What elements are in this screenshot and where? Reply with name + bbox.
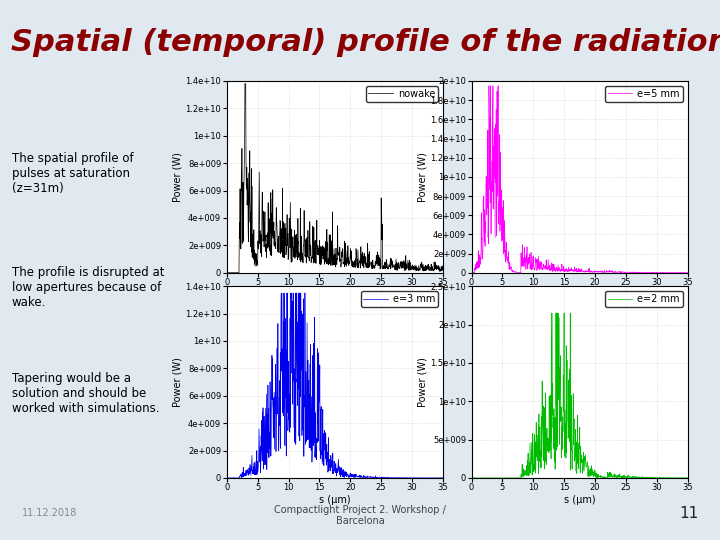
Legend: e=2 mm: e=2 mm xyxy=(606,291,683,307)
X-axis label: s (μm): s (μm) xyxy=(564,290,595,300)
Legend: nowake: nowake xyxy=(366,86,438,102)
Text: Spatial (temporal) profile of the radiation pulse: Spatial (temporal) profile of the radiat… xyxy=(11,28,720,57)
X-axis label: s (μm): s (μm) xyxy=(564,495,595,505)
Text: Compactlight Project 2. Workshop /
Barcelona: Compactlight Project 2. Workshop / Barce… xyxy=(274,505,446,526)
Y-axis label: Power (W): Power (W) xyxy=(173,152,183,202)
Text: The profile is disrupted at
low apertures because of
wake.: The profile is disrupted at low aperture… xyxy=(12,266,164,309)
Legend: e=5 mm: e=5 mm xyxy=(606,86,683,102)
Text: 11: 11 xyxy=(679,506,698,521)
Y-axis label: Power (W): Power (W) xyxy=(418,357,428,407)
X-axis label: s (μm): s (μm) xyxy=(319,290,351,300)
X-axis label: s (μm): s (μm) xyxy=(319,495,351,505)
Text: The spatial profile of
pulses at saturation
(z=31m): The spatial profile of pulses at saturat… xyxy=(12,152,133,195)
Y-axis label: Power (W): Power (W) xyxy=(173,357,183,407)
Text: Tapering would be a
solution and should be
worked with simulations.: Tapering would be a solution and should … xyxy=(12,372,159,415)
Text: 11.12.2018: 11.12.2018 xyxy=(22,508,77,518)
Legend: e=3 mm: e=3 mm xyxy=(361,291,438,307)
Y-axis label: Power (W): Power (W) xyxy=(418,152,428,202)
